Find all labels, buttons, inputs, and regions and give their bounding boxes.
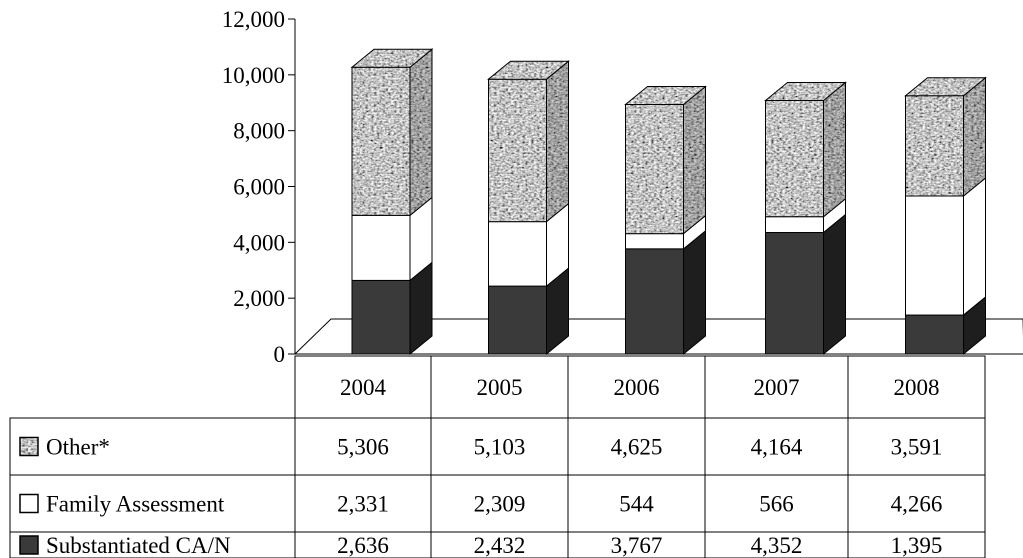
bar-stack-2005 bbox=[487, 60, 570, 356]
data-label: 4,352 bbox=[751, 533, 803, 558]
data-label: 4,164 bbox=[751, 435, 803, 460]
table-cell bbox=[847, 417, 986, 476]
bar-stack-2007 bbox=[764, 81, 847, 356]
table-cell bbox=[567, 474, 706, 533]
bar-top-face bbox=[624, 86, 707, 106]
bar-segment-Other* bbox=[351, 66, 411, 216]
bar-side-Other* bbox=[546, 60, 569, 223]
y-tick-label: 2,000 bbox=[233, 286, 285, 311]
bar-segment-Other* bbox=[905, 95, 964, 197]
legend-swatch-Other* bbox=[19, 436, 39, 457]
bar-segment-Family Assessment bbox=[488, 221, 547, 287]
table-header-cell bbox=[294, 355, 432, 419]
bar-segment-Family Assessment bbox=[905, 195, 964, 316]
bar-side-Other* bbox=[409, 48, 433, 217]
data-label: 5,306 bbox=[337, 435, 389, 460]
data-label: 2,331 bbox=[337, 492, 389, 517]
data-label: 2,432 bbox=[474, 533, 526, 558]
table-cell bbox=[704, 531, 849, 558]
table-header-cell bbox=[567, 355, 706, 419]
legend-label-Family Assessment: Family Assessment bbox=[46, 492, 225, 517]
y-tick-label: 0 bbox=[274, 342, 286, 367]
legend-label-Substantiated CA/N: Substantiated CA/N bbox=[46, 533, 231, 558]
data-label: 4,266 bbox=[891, 492, 943, 517]
bar-stack-2008 bbox=[904, 76, 987, 356]
bar-segment-Substantiated CA/N bbox=[905, 314, 964, 355]
data-label: 2,309 bbox=[474, 492, 526, 517]
data-table: 2004 2005 2006 2007 2008 Other* 5,306 5,103 4,62… bbox=[9, 355, 986, 558]
bar-segment-Substantiated CA/N bbox=[765, 232, 824, 355]
y-tick-label: 6,000 bbox=[233, 175, 285, 200]
table-cell bbox=[567, 531, 706, 558]
table-cell bbox=[430, 474, 569, 533]
bar-side-Other* bbox=[963, 76, 986, 198]
y-tick-label: 10,000 bbox=[222, 63, 285, 88]
data-label: 544 bbox=[619, 492, 654, 517]
data-label: 5,103 bbox=[474, 435, 526, 460]
legend-swatch-Family Assessment bbox=[19, 493, 39, 514]
bar-top-face bbox=[487, 60, 570, 80]
bar-segment-Family Assessment bbox=[625, 233, 684, 250]
table-legend-cell bbox=[9, 531, 296, 558]
bar-segment-Substantiated CA/N bbox=[488, 285, 547, 355]
bar-segment-Other* bbox=[765, 99, 824, 218]
legend-label-Other*: Other* bbox=[46, 435, 110, 460]
table-cell bbox=[567, 417, 706, 476]
bars-group bbox=[350, 48, 987, 356]
data-label: 566 bbox=[759, 492, 794, 517]
table-header-2004: 2004 bbox=[340, 375, 387, 400]
bar-segment-Family Assessment bbox=[765, 216, 824, 234]
bar-side-Substantiated CA/N bbox=[823, 213, 846, 356]
table-cell bbox=[847, 531, 986, 558]
bar-segment-Family Assessment bbox=[351, 214, 411, 281]
table-header-2008: 2008 bbox=[894, 375, 940, 400]
bar-side-Family Assessment bbox=[963, 176, 986, 317]
data-label: 3,591 bbox=[891, 435, 943, 460]
y-tick-label: 8,000 bbox=[233, 119, 285, 144]
y-tick-label: 12,000 bbox=[222, 7, 285, 32]
bar-segment-Substantiated CA/N bbox=[351, 279, 411, 355]
data-label: 4,625 bbox=[611, 435, 663, 460]
bar-side-Substantiated CA/N bbox=[683, 229, 706, 356]
y-tick-label: 4,000 bbox=[233, 230, 285, 255]
table-cell bbox=[294, 474, 432, 533]
table-header-cell bbox=[430, 355, 569, 419]
table-cell bbox=[430, 531, 569, 558]
table-legend-cell bbox=[9, 417, 296, 476]
table-header-2006: 2006 bbox=[614, 375, 660, 400]
data-label: 2,636 bbox=[337, 533, 389, 558]
table-header-2005: 2005 bbox=[477, 375, 523, 400]
bar-segment-Substantiated CA/N bbox=[625, 248, 684, 355]
table-cell bbox=[294, 531, 432, 558]
bar-segment-Other* bbox=[488, 78, 547, 223]
table-header-2007: 2007 bbox=[754, 375, 800, 400]
table-cell bbox=[294, 417, 432, 476]
table-header-cell bbox=[847, 355, 986, 419]
bar-stack-2006 bbox=[624, 85, 707, 356]
data-label: 3,767 bbox=[611, 533, 663, 558]
bar-top-face bbox=[350, 48, 434, 68]
bar-side-Other* bbox=[683, 85, 706, 235]
legend-swatch-Substantiated CA/N bbox=[19, 535, 39, 555]
bar-stack-2004 bbox=[350, 48, 434, 356]
bar-side-Other* bbox=[823, 81, 846, 218]
table-cell bbox=[847, 474, 986, 533]
bar-segment-Other* bbox=[625, 104, 684, 235]
bar-top-face bbox=[764, 81, 847, 101]
table-cell bbox=[430, 417, 569, 476]
bar-top-face bbox=[904, 77, 987, 97]
table-header-cell bbox=[704, 355, 849, 419]
table-legend-cell bbox=[9, 474, 296, 533]
y-axis: 0 2,000 4,000 6,000 8,000 10,000 12,000 bbox=[222, 7, 296, 367]
data-label: 1,395 bbox=[891, 533, 943, 558]
